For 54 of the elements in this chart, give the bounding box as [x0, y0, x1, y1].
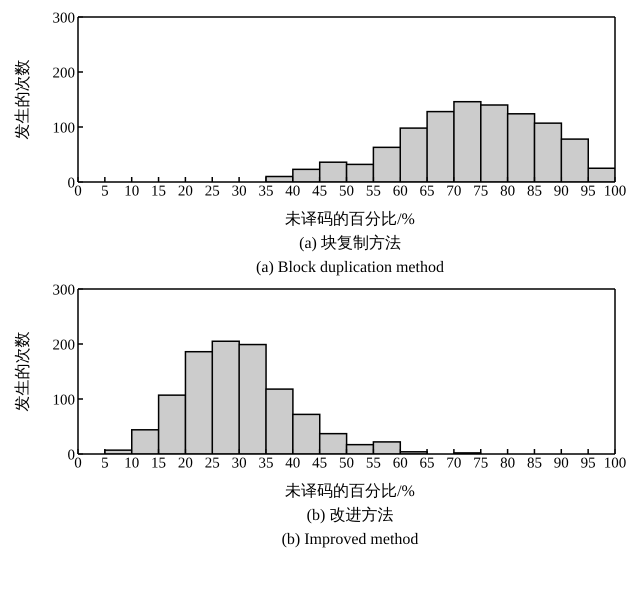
x-tick-label: 25 [204, 184, 220, 200]
x-tick-label: 55 [366, 456, 381, 472]
x-tick-label: 35 [258, 456, 274, 472]
x-tick-label: 45 [312, 456, 328, 472]
x-tick-label: 95 [580, 456, 596, 472]
text: (a) Block duplication method [255, 258, 445, 278]
x-tick-label: 30 [232, 184, 247, 200]
text: (a) 块复制方法 [298, 234, 402, 254]
x-tick-label: 5 [101, 456, 109, 472]
x-tick-label: 5 [101, 184, 109, 200]
x-tick-label: 70 [446, 184, 462, 200]
text: (b) 改进方法 [306, 506, 394, 526]
x-tick-label: 40 [285, 184, 300, 200]
text: (b) Improved method [280, 530, 420, 550]
x-tick-label: 70 [446, 456, 462, 472]
x-tick-label: 85 [526, 456, 542, 472]
x-tick-label: 90 [554, 456, 569, 472]
x-tick-label: 50 [339, 456, 354, 472]
x-tick-label: 80 [500, 456, 516, 472]
x-tick-label: 25 [204, 456, 220, 472]
x-tick-label: 15 [151, 456, 166, 472]
x-axis-title: 未译码的百分比/% [284, 210, 416, 230]
x-tick-label: 90 [554, 184, 569, 200]
y-tick-label: 200 [52, 65, 75, 82]
x-tick-label: 15 [151, 184, 166, 200]
y-tick-label: 100 [52, 120, 75, 136]
x-tick-label: 50 [339, 184, 354, 200]
y-tick-label: 300 [52, 10, 75, 26]
x-tick-label: 45 [312, 184, 328, 200]
x-tick-label: 75 [473, 184, 488, 200]
x-tick-label: 60 [392, 456, 408, 472]
y-tick-label: 200 [52, 337, 75, 354]
x-tick-label: 75 [473, 456, 488, 472]
x-tick-label: 100 [604, 456, 626, 472]
x-tick-label: 55 [366, 184, 381, 200]
y-tick-label: 300 [52, 282, 75, 298]
x-tick-label: 20 [178, 184, 193, 200]
x-tick-label: 35 [258, 184, 274, 200]
x-tick-label: 10 [124, 184, 140, 200]
x-axis-title: 未译码的百分比/% [284, 482, 416, 502]
x-tick-label: 80 [500, 184, 516, 200]
x-tick-label: 100 [604, 184, 626, 200]
x-tick-label: 65 [420, 184, 435, 200]
x-tick-label: 10 [124, 456, 140, 472]
x-tick-label: 85 [526, 184, 542, 200]
x-tick-label: 95 [580, 184, 596, 200]
y-axis-title: 发生的次数 [14, 332, 32, 412]
x-tick-label: 20 [178, 456, 193, 472]
x-tick-label: 60 [392, 184, 408, 200]
x-tick-label: 40 [285, 456, 300, 472]
y-axis-title: 发生的次数 [14, 60, 32, 140]
y-tick-label: 100 [52, 392, 75, 408]
x-tick-label: 30 [232, 456, 247, 472]
x-tick-label: 65 [420, 456, 435, 472]
